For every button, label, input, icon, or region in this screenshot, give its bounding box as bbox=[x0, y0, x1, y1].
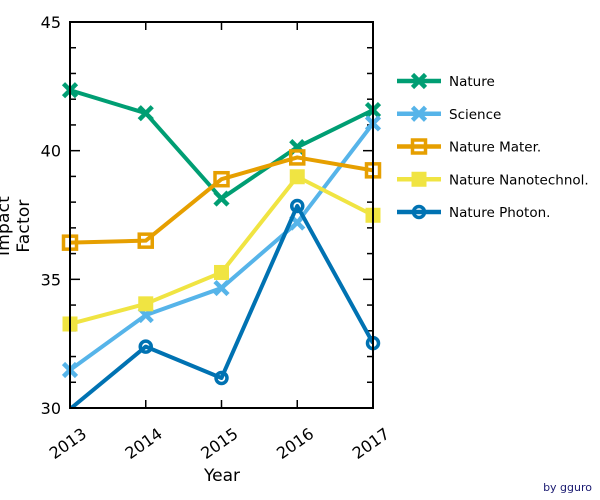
series-science bbox=[61, 115, 382, 379]
legend-item: Nature Mater. bbox=[397, 138, 541, 156]
legend-marker bbox=[411, 204, 427, 220]
x-axis-tick-labels: 2013 2014 2015 2016 2017 bbox=[46, 424, 393, 463]
attribution-text: by gguro bbox=[543, 481, 592, 494]
series-nature-photon bbox=[70, 198, 381, 408]
axis-ticks bbox=[69, 21, 374, 409]
y-tick-label: 40 bbox=[41, 142, 61, 161]
legend-label: Science bbox=[449, 107, 501, 123]
plot-frame bbox=[69, 21, 374, 409]
series-nature bbox=[61, 82, 382, 207]
x-tick-label: 2016 bbox=[273, 424, 317, 463]
x-tick-label: 2015 bbox=[197, 424, 241, 463]
legend-label: Nature Mater. bbox=[449, 140, 541, 156]
legend-marker bbox=[410, 72, 428, 90]
legend-item: Nature Photon. bbox=[397, 204, 550, 221]
legend-label: Nature Nanotechnol. bbox=[449, 172, 589, 188]
y-tick-label: 30 bbox=[41, 399, 61, 418]
y-tick-label: 35 bbox=[41, 270, 61, 289]
legend-item: Nature bbox=[397, 72, 495, 90]
x-tick-label: 2013 bbox=[46, 424, 90, 463]
legend-marker bbox=[411, 171, 427, 187]
series-nature-nanotechnol bbox=[62, 169, 381, 332]
x-tick-label: 2014 bbox=[121, 424, 165, 463]
x-tick-label: 2017 bbox=[349, 424, 393, 463]
y-tick-label: 45 bbox=[41, 13, 61, 32]
y-axis-title: Impact Factor bbox=[0, 196, 34, 256]
legend-marker bbox=[410, 138, 428, 155]
legend-label: Nature bbox=[449, 74, 495, 90]
legend-label: Nature Photon. bbox=[449, 205, 550, 221]
legend-item: Nature Nanotechnol. bbox=[397, 171, 589, 188]
legend: Nature Science Nature Mater. Nature Nanotec… bbox=[397, 72, 589, 221]
x-axis-title: Year bbox=[204, 466, 240, 486]
legend-marker bbox=[410, 105, 428, 122]
legend-item: Science bbox=[397, 105, 501, 123]
y-axis-tick-labels: 30 35 40 45 bbox=[41, 13, 61, 418]
